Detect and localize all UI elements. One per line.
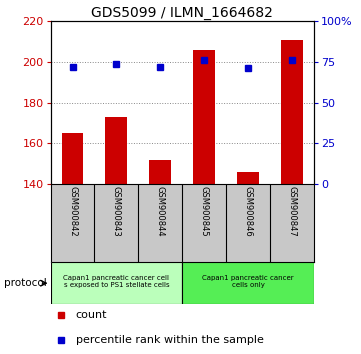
Text: count: count — [76, 309, 107, 320]
Text: Capan1 pancreatic cancer cell
s exposed to PS1 stellate cells: Capan1 pancreatic cancer cell s exposed … — [64, 275, 169, 287]
Bar — [51, 262, 182, 304]
Text: Capan1 pancreatic cancer
cells only: Capan1 pancreatic cancer cells only — [203, 275, 294, 287]
Text: GSM900844: GSM900844 — [156, 185, 165, 236]
Bar — [61, 133, 83, 184]
Bar — [105, 117, 127, 184]
Title: GDS5099 / ILMN_1664682: GDS5099 / ILMN_1664682 — [91, 6, 273, 20]
Text: GSM900842: GSM900842 — [68, 185, 77, 236]
Text: GSM900843: GSM900843 — [112, 185, 121, 236]
Text: GSM900846: GSM900846 — [244, 185, 253, 236]
Text: GSM900845: GSM900845 — [200, 185, 209, 236]
Text: GSM900847: GSM900847 — [288, 185, 297, 236]
Bar — [281, 40, 303, 184]
Bar — [149, 160, 171, 184]
Bar — [182, 262, 314, 304]
Text: percentile rank within the sample: percentile rank within the sample — [76, 335, 264, 346]
Text: protocol: protocol — [4, 278, 46, 288]
Bar — [237, 172, 259, 184]
Bar — [193, 50, 215, 184]
